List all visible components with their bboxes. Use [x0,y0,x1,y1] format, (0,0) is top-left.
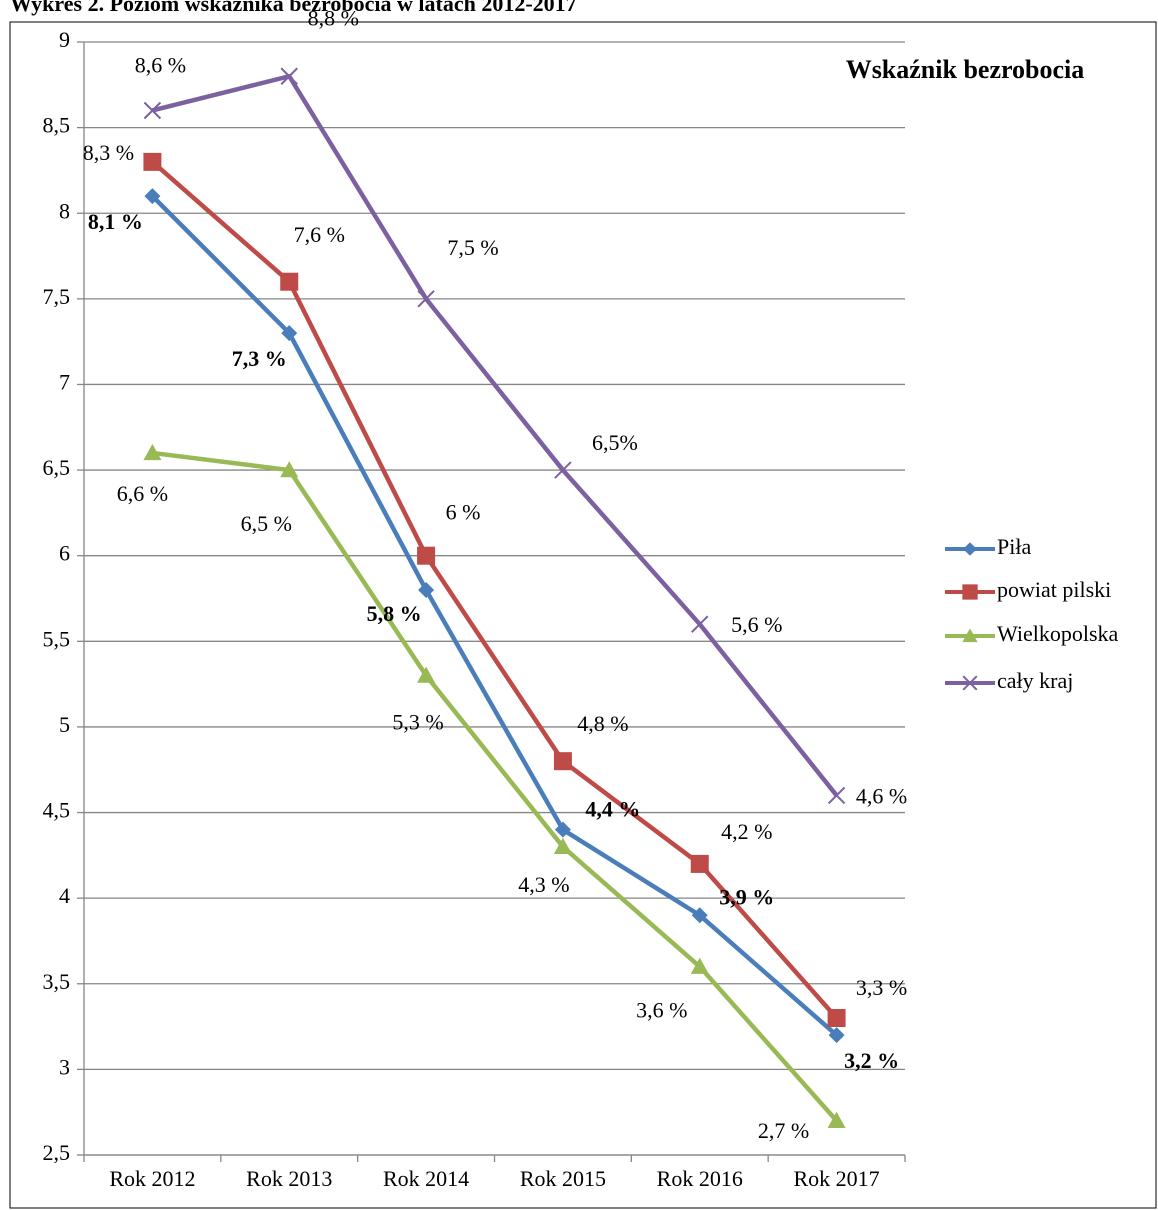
y-tick-label: 9 [59,27,70,52]
data-label: 7,5 % [447,235,498,260]
legend-label: powiat pilski [997,577,1111,602]
x-tick-label: Rok 2016 [657,1166,743,1191]
chart-subtitle: Wskaźnik bezrobocia [846,55,1085,84]
data-point [280,67,298,85]
y-tick-label: 8 [59,198,70,223]
data-point [690,957,709,974]
data-label: 4,8 % [577,711,628,736]
series-line [150,160,839,1020]
data-point [281,325,298,342]
data-point [418,581,435,598]
x-tick-label: Rok 2012 [109,1166,195,1191]
series-line [150,194,839,1037]
data-point [828,1027,845,1044]
data-label: 7,3 % [232,346,287,371]
data-point [553,837,572,854]
y-tick-label: 3,5 [43,969,71,994]
y-tick-label: 7,5 [43,284,71,309]
data-label: 6 % [446,500,481,525]
data-label: 5,8 % [367,601,422,626]
x-tick-label: Rok 2013 [246,1166,332,1191]
x-tick-label: Rok 2014 [383,1166,469,1191]
legend-marker [962,675,978,691]
y-tick-label: 8,5 [43,113,71,138]
data-point [280,461,299,478]
data-point [691,907,708,924]
data-point [554,821,571,838]
data-point [554,461,572,479]
data-point [143,443,162,461]
data-label: 5,3 % [392,710,443,735]
data-label: 8,8 % [308,5,359,30]
data-point [143,101,162,120]
y-tick-label: 4 [59,883,70,908]
data-label: 4,2 % [721,819,772,844]
data-label: 3,6 % [636,998,687,1023]
data-label: 6,5 % [241,511,292,536]
legend-label: Wielkopolska [997,621,1119,646]
y-tick-label: 6,5 [43,455,71,480]
data-label: 4,4 % [585,797,640,822]
y-tick-label: 4,5 [43,798,71,823]
series-line [152,450,839,1123]
data-label: 6,6 % [117,481,168,506]
y-tick-label: 2,5 [43,1140,71,1165]
legend-marker [962,628,978,643]
data-point [553,752,572,771]
data-label: 6,5% [592,430,638,455]
data-point [143,152,162,171]
legend-marker [963,542,977,556]
data-point [827,1111,846,1128]
chart-frame [9,21,1157,1209]
legend-label: cały kraj [997,668,1073,693]
data-label: 2,7 % [758,1118,809,1143]
y-tick-label: 7 [59,370,70,395]
data-point [827,1009,846,1028]
data-label: 3,2 % [844,1048,899,1073]
x-tick-label: Rok 2015 [520,1166,606,1191]
legend-marker [962,584,978,600]
data-label: 7,6 % [294,222,345,247]
data-point [144,188,161,205]
data-point [417,546,436,565]
x-tick-label: Rok 2017 [793,1166,879,1191]
data-point [691,615,709,633]
data-label: 3,9 % [719,884,774,909]
legend-label: Piła [997,534,1031,559]
chart-title: Wykres 2. Poziom wskaźnika bezrobocia w … [10,0,577,16]
data-point [690,854,709,873]
y-tick-label: 5 [59,712,70,737]
data-label: 3,3 % [856,975,907,1000]
data-label: 8,3 % [83,140,134,165]
data-label: 5,6 % [731,612,782,637]
y-tick-label: 5,5 [43,626,71,651]
data-label: 4,6 % [856,783,907,808]
data-label: 8,1 % [88,209,143,234]
data-point [280,272,299,291]
data-label: 8,6 % [135,53,186,78]
y-tick-label: 6 [59,541,70,566]
data-point [417,666,436,683]
data-point [417,290,435,308]
series-line [151,73,839,797]
y-tick-label: 3 [59,1054,70,1079]
data-point [827,786,846,805]
data-label: 4,3 % [518,872,569,897]
